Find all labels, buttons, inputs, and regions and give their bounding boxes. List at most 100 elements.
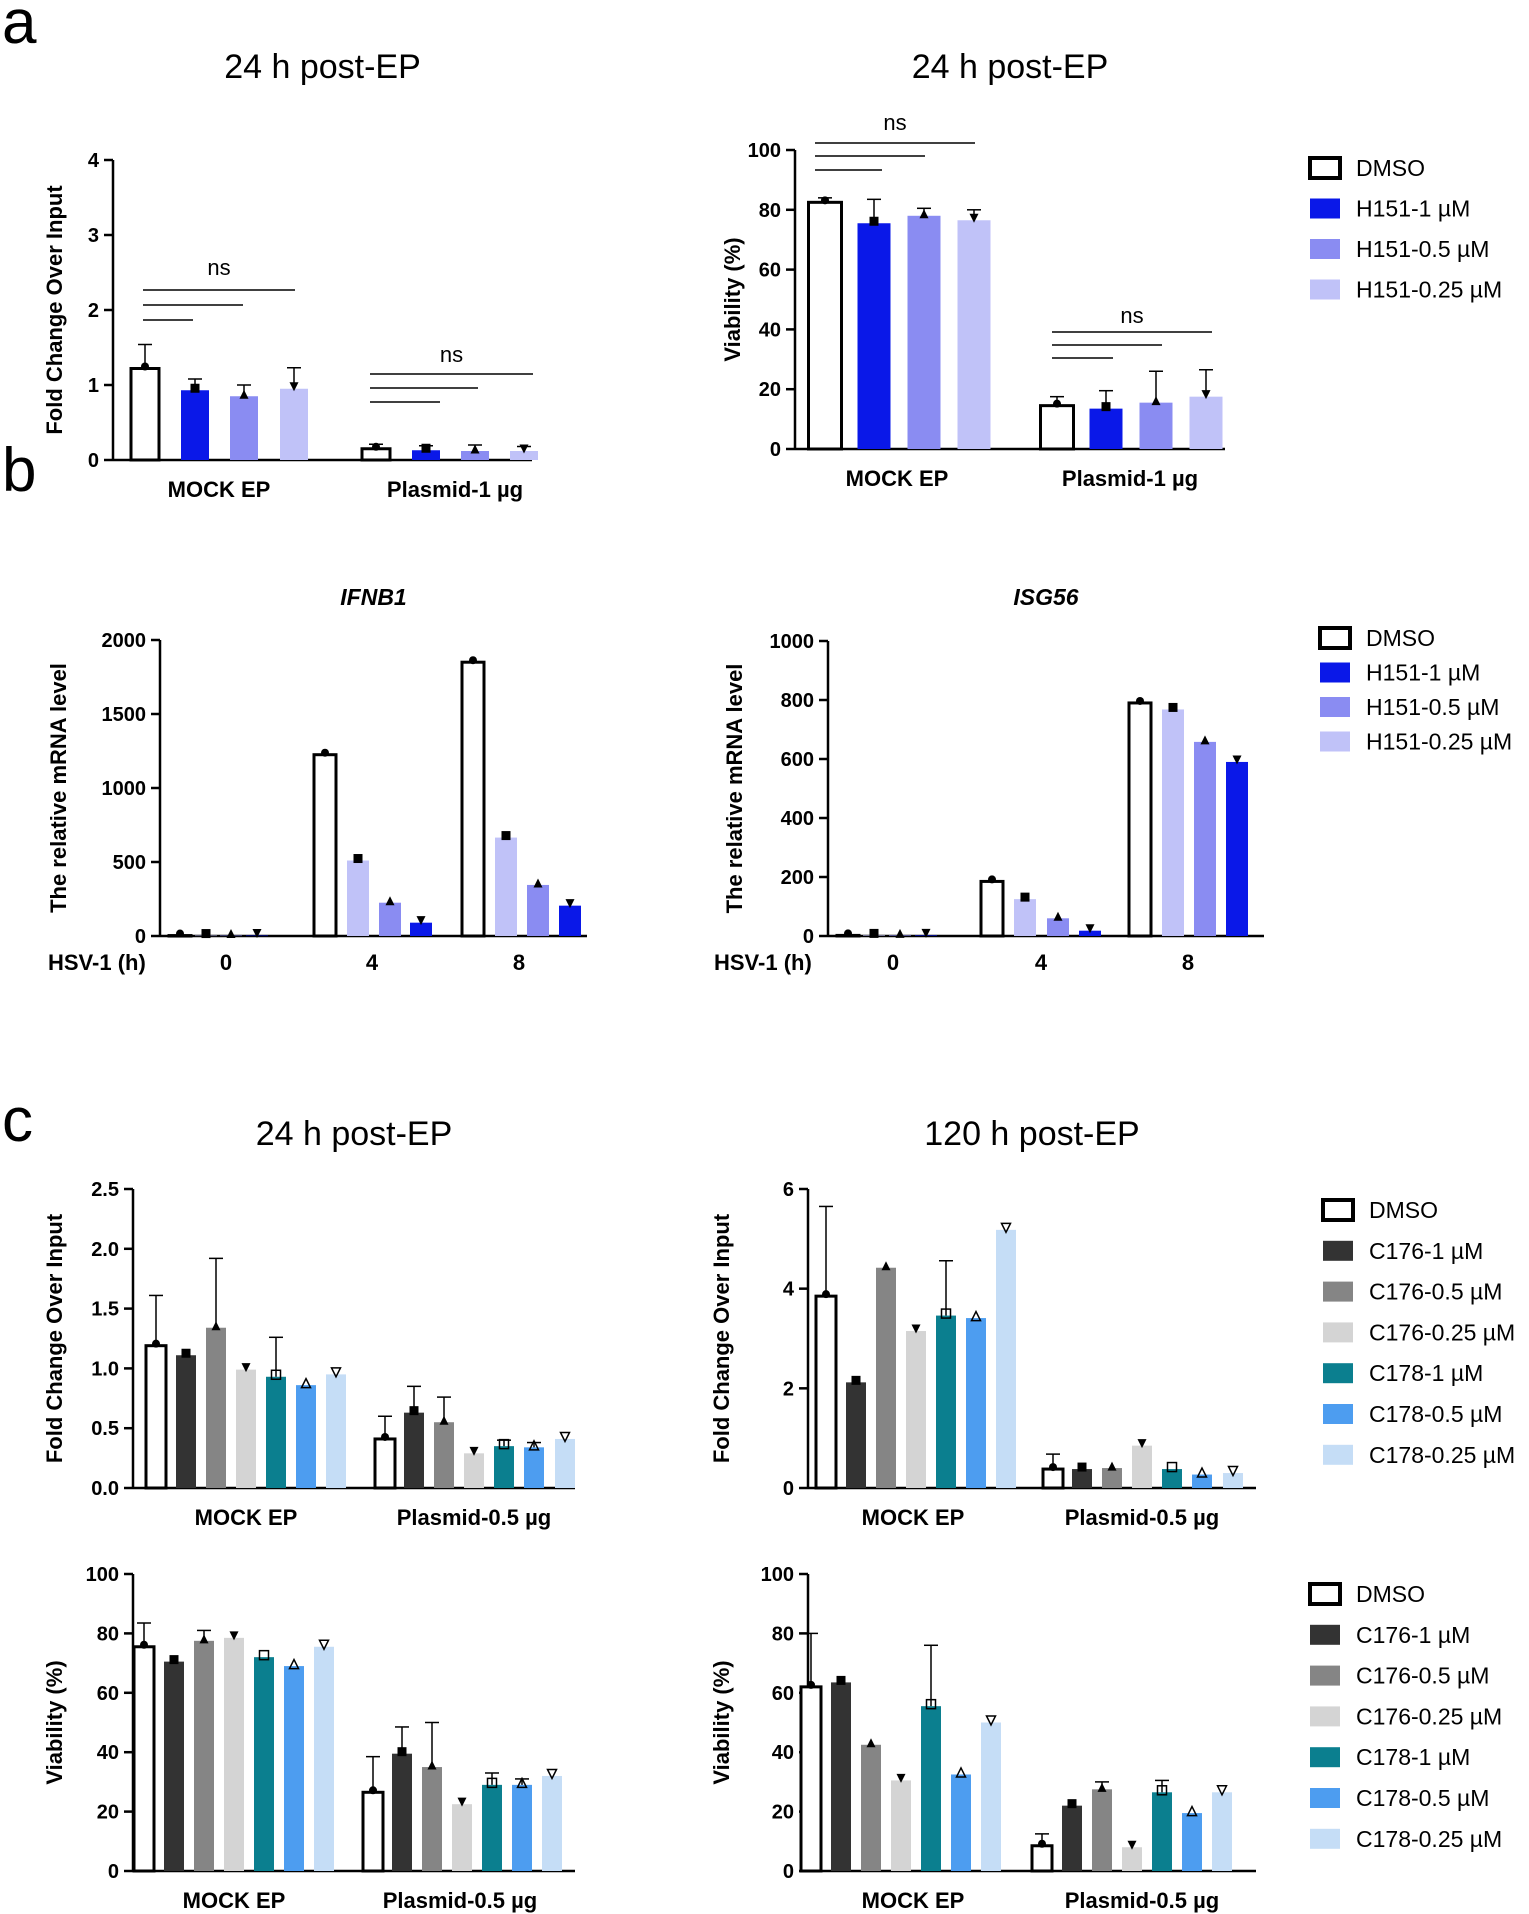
- a1-significance-label: ns: [440, 342, 463, 367]
- b1-bar-h151-0-5-m: [527, 884, 549, 936]
- panel-label-c: c: [2, 1086, 33, 1155]
- c3-bar-c176-1-m: [392, 1753, 412, 1871]
- c4-bar-c176-0-25-m: [1122, 1847, 1142, 1871]
- c1-bar-c176-0-25-m: [236, 1369, 256, 1488]
- a1-significance-label: ns: [207, 255, 230, 280]
- c4-data-point: [1067, 1799, 1077, 1809]
- c3-y-label: Viability (%): [42, 1660, 67, 1784]
- legend-label: C176-0.5 µM: [1369, 1279, 1502, 1305]
- b2-category-label: 0: [887, 950, 899, 975]
- c4-category-label: Plasmid-0.5 µg: [1065, 1888, 1220, 1913]
- c2-data-point: [911, 1324, 921, 1334]
- a2-category-label: MOCK EP: [846, 466, 949, 491]
- c1-bar-c178-0-25-m: [555, 1438, 575, 1488]
- c3-data-point: [229, 1631, 239, 1641]
- c3-data-point: [457, 1797, 467, 1807]
- legend-swatch: [1310, 1747, 1340, 1768]
- a2-y-tick-label: 60: [759, 260, 781, 282]
- a1-data-point: [470, 444, 480, 454]
- b2-data-point: [1053, 911, 1063, 921]
- c2-bar-c176-1-m: [1072, 1469, 1092, 1488]
- legend-swatch: [1318, 626, 1352, 650]
- c3-data-point: [546, 1768, 558, 1781]
- c2-y-tick-label: 6: [783, 1179, 794, 1201]
- b1-x-label: HSV-1 (h): [48, 950, 146, 975]
- c4-bar-dmso: [799, 1685, 823, 1873]
- a1-y-tick-label: 1: [88, 375, 99, 397]
- a2-data-point: [969, 213, 979, 223]
- a2-bar-h151-0-25-m: [957, 220, 991, 449]
- legend-label: C178-1 µM: [1369, 1360, 1483, 1386]
- legend-label: H151-0.5 µM: [1366, 694, 1499, 720]
- a2-title: 24 h post-EP: [912, 48, 1109, 86]
- c3-data-point: [318, 1639, 330, 1651]
- a1-data-point: [372, 442, 380, 451]
- legend-swatch: [1310, 239, 1340, 259]
- legend-label: C176-1 µM: [1356, 1622, 1470, 1648]
- b1-y-tick-label: 500: [113, 852, 146, 874]
- legend-label: C176-0.25 µM: [1356, 1703, 1502, 1729]
- b2-data-point: [1232, 755, 1242, 765]
- legend-swatch: [1320, 697, 1350, 717]
- c4-bar-c178-1-m: [1152, 1792, 1172, 1871]
- legend-label: DMSO: [1356, 1581, 1425, 1607]
- panel-label-b: b: [2, 436, 37, 505]
- c1-bar-c176-0-25-m: [464, 1453, 484, 1488]
- c2-bar-c176-0-25-m: [906, 1331, 926, 1488]
- b2-data-point: [844, 929, 852, 938]
- a1-y-tick-label: 3: [88, 225, 99, 247]
- c1-data-point: [181, 1348, 191, 1358]
- a2-category-label: Plasmid-1 µg: [1062, 466, 1198, 491]
- a2-y-tick-label: 20: [759, 379, 781, 401]
- c1-data-point: [498, 1438, 510, 1450]
- b1-bar-h151-1-m: [559, 905, 581, 936]
- c1-y-tick-label: 2.5: [91, 1179, 119, 1201]
- c3-bar-dmso: [361, 1790, 385, 1873]
- c3-data-point: [427, 1760, 437, 1770]
- legend-label: H151-0.25 µM: [1356, 277, 1502, 303]
- b1-y-tick-label: 1500: [102, 704, 147, 726]
- c3-y-tick-label: 60: [97, 1683, 119, 1705]
- a2-bar-h151-1-m: [857, 223, 891, 449]
- c4-data-point: [925, 1698, 937, 1710]
- c3-y-tick-label: 80: [97, 1623, 119, 1645]
- c3-data-point: [288, 1657, 300, 1670]
- legend-label: C178-0.5 µM: [1356, 1785, 1489, 1811]
- c3-category-label: MOCK EP: [183, 1888, 286, 1913]
- legend-swatch: [1310, 279, 1340, 300]
- c1-bar-c178-0-5-m: [524, 1447, 544, 1488]
- c3-data-point: [140, 1640, 148, 1649]
- c4-data-point: [985, 1715, 997, 1727]
- c3-y-tick-label: 20: [97, 1802, 119, 1824]
- b2-bar-h151-1-m: [1079, 930, 1101, 936]
- c1-category-label: MOCK EP: [195, 1505, 298, 1530]
- legend-swatch: [1323, 1404, 1353, 1424]
- legend-label: DMSO: [1356, 155, 1425, 181]
- a2-y-tick-label: 40: [759, 319, 781, 341]
- a2-bar-dmso: [807, 200, 843, 451]
- a1-y-tick-label: 2: [88, 300, 99, 322]
- c2-bar-c178-1-m: [936, 1315, 956, 1488]
- b1-data-point: [416, 916, 426, 926]
- a1-category-label: MOCK EP: [168, 477, 271, 502]
- b2-data-point: [1085, 924, 1095, 934]
- legend-label: DMSO: [1369, 1197, 1438, 1223]
- b2-data-point: [1020, 892, 1030, 902]
- c4-data-point: [896, 1773, 906, 1783]
- c1-y-tick-label: 0.5: [91, 1418, 119, 1440]
- c1-data-point: [409, 1406, 419, 1416]
- c1-bar-c176-1-m: [404, 1412, 424, 1488]
- panel-label-a: a: [2, 0, 37, 57]
- a2-data-point: [821, 196, 829, 205]
- b1-title: IFNB1: [340, 584, 406, 610]
- b2-y-label: The relative mRNA level: [722, 664, 747, 914]
- c2-data-point: [822, 1290, 830, 1299]
- c2-bar-c178-0-25-m: [996, 1229, 1016, 1488]
- legend-swatch: [1323, 1363, 1353, 1384]
- c4-data-point: [1186, 1804, 1198, 1817]
- c2-data-point: [851, 1375, 861, 1385]
- c3-data-point: [397, 1747, 407, 1757]
- legend-swatch: [1308, 1582, 1342, 1606]
- b1-data-point: [321, 748, 329, 757]
- a1-data-point: [421, 443, 431, 453]
